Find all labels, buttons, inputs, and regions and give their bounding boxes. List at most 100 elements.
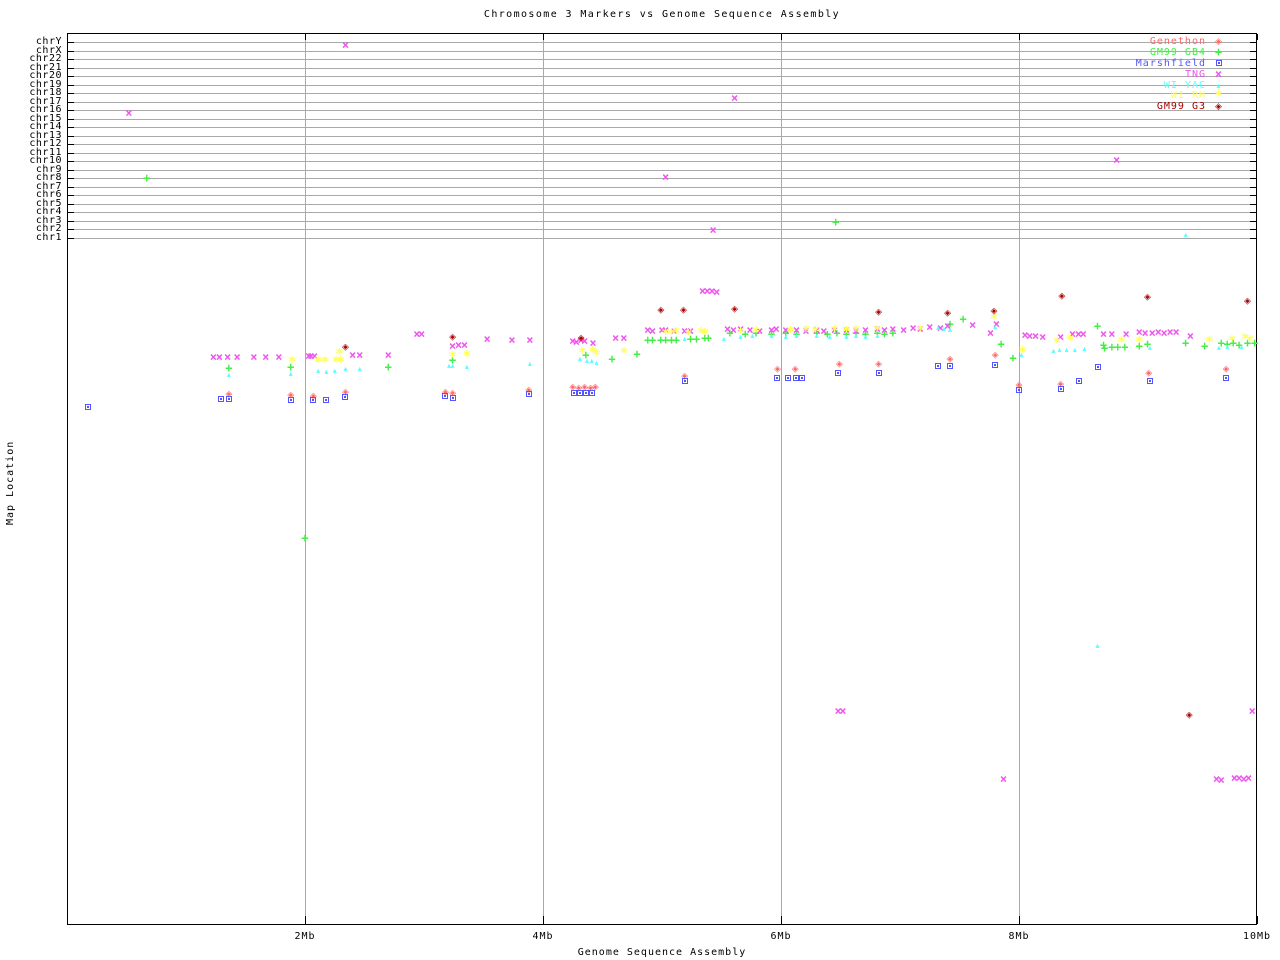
left-axis-tick [67,59,74,60]
left-axis-tick [67,229,74,230]
left-axis-tick [67,67,74,69]
chromosome-gridline [68,186,1256,188]
right-axis-tick [1250,135,1257,137]
chromosome-gridline [68,101,1256,103]
right-axis-tick [1250,110,1257,111]
marker-marshfield [85,404,92,410]
marker-marshfield [1223,375,1230,381]
chromosome-label: chrX [35,44,62,56]
left-axis-tick [67,195,74,196]
chromosome-gridline [68,161,1256,162]
left-axis-tick [67,212,74,213]
chromosome-gridline [68,59,1256,60]
right-axis-tick [1250,186,1257,188]
left-axis-tick [67,76,74,77]
y-axis-label: Map Location [5,440,16,525]
chromosome-gridline [68,127,1256,128]
x-axis-label: Genome Sequence Assembly [577,947,747,958]
chromosome-gridline [68,67,1256,69]
legend-label: WI RH [1170,90,1206,102]
marker-marshfield [799,375,806,381]
x-tick-label: 2Mb [294,931,316,942]
marker-marshfield [570,390,577,396]
marker-marshfield [946,363,953,369]
legend: Genethon ◈ GM99 GB4 + Marshfield TNG × WI YAC ▴ W… [1136,36,1232,112]
right-axis-tick [1250,161,1257,162]
marker-marshfield [1057,386,1064,392]
chromosome-label: chr5 [35,197,62,209]
marker-marshfield [681,378,688,384]
legend-marker-genethon-icon: ◈ [1215,36,1223,47]
legend-row: GM99 GB4 + [1136,45,1232,59]
chromosome-label: chr7 [35,180,62,192]
chromosome-label: chr19 [29,78,62,90]
bottom-axis-tick [543,916,544,924]
chromosome-gridline [68,135,1256,137]
bottom-axis-tick [1257,916,1258,924]
chart-title: Chromosome 3 Markers vs Genome Sequence … [483,9,841,20]
right-axis-tick [1250,144,1257,145]
left-axis-tick [67,220,74,222]
legend-label: GM99 G3 [1156,101,1206,113]
right-axis-tick [1250,169,1257,171]
chromosome-label: chr12 [29,138,62,149]
top-axis-tick [1257,34,1258,40]
marker-marshfield [1075,378,1082,384]
legend-label: WI YAC [1163,79,1206,91]
bottom-axis-tick [1019,916,1020,924]
chromosome-label: chr11 [29,146,62,158]
left-axis-tick [67,186,74,188]
chromosome-label: chr18 [29,87,62,98]
chromosome-gridline [68,118,1256,120]
legend-marker-marshfield-icon [1206,58,1232,69]
marker-marshfield [935,363,942,369]
marker-marshfield [287,397,294,403]
left-axis-tick [67,50,74,52]
chromosome-label: chr22 [29,53,62,64]
left-axis-tick [67,93,74,94]
marker-marshfield [323,397,330,403]
legend-label: Genethon [1149,35,1206,47]
marker-marshfield [785,375,792,381]
chromosome-gridline [68,237,1256,239]
left-axis-tick [67,101,74,103]
chromosome-gridline [68,229,1256,230]
chromosome-label: chr2 [35,223,62,234]
left-axis-tick [67,110,74,111]
left-axis-tick [67,127,74,128]
x-tick-label: 4Mb [532,931,554,942]
legend-marker-wi-yac-icon: ▴ [1216,80,1222,90]
plot-frame [67,33,1257,925]
legend-row: WI RH * [1136,87,1232,104]
marker-marshfield [217,396,224,402]
left-axis-tick [67,203,74,205]
marker-marshfield [310,397,317,403]
legend-marker-wi-rh-icon: * [1214,87,1224,104]
right-axis-tick [1250,203,1257,205]
right-axis-tick [1250,59,1257,60]
chromosome-label: chr4 [35,206,62,217]
chromosome-label: chr20 [29,70,62,81]
chromosome-gridline [68,212,1256,213]
bottom-axis-tick [305,916,306,924]
legend-row: WI YAC ▴ [1136,80,1232,91]
chromosome-label: chr3 [35,214,62,226]
marker-marshfield [1146,378,1153,384]
marker-marshfield [1094,364,1101,370]
legend-marker-tng-icon: × [1214,67,1224,82]
chromosome-gridline [68,169,1256,171]
left-axis-tick [67,135,74,137]
chromosome-gridline [68,76,1256,77]
left-axis-tick [67,169,74,171]
top-axis-tick [1019,34,1020,40]
marker-marshfield [588,390,595,396]
marker-marshfield [992,362,999,368]
left-axis-tick [67,42,74,43]
right-axis-tick [1250,101,1257,103]
chromosome-label: chr21 [29,61,62,73]
chromosome-gridline [68,42,1256,43]
left-axis-tick [67,118,74,120]
marker-marshfield [835,370,842,376]
marker-marshfield [442,393,449,399]
